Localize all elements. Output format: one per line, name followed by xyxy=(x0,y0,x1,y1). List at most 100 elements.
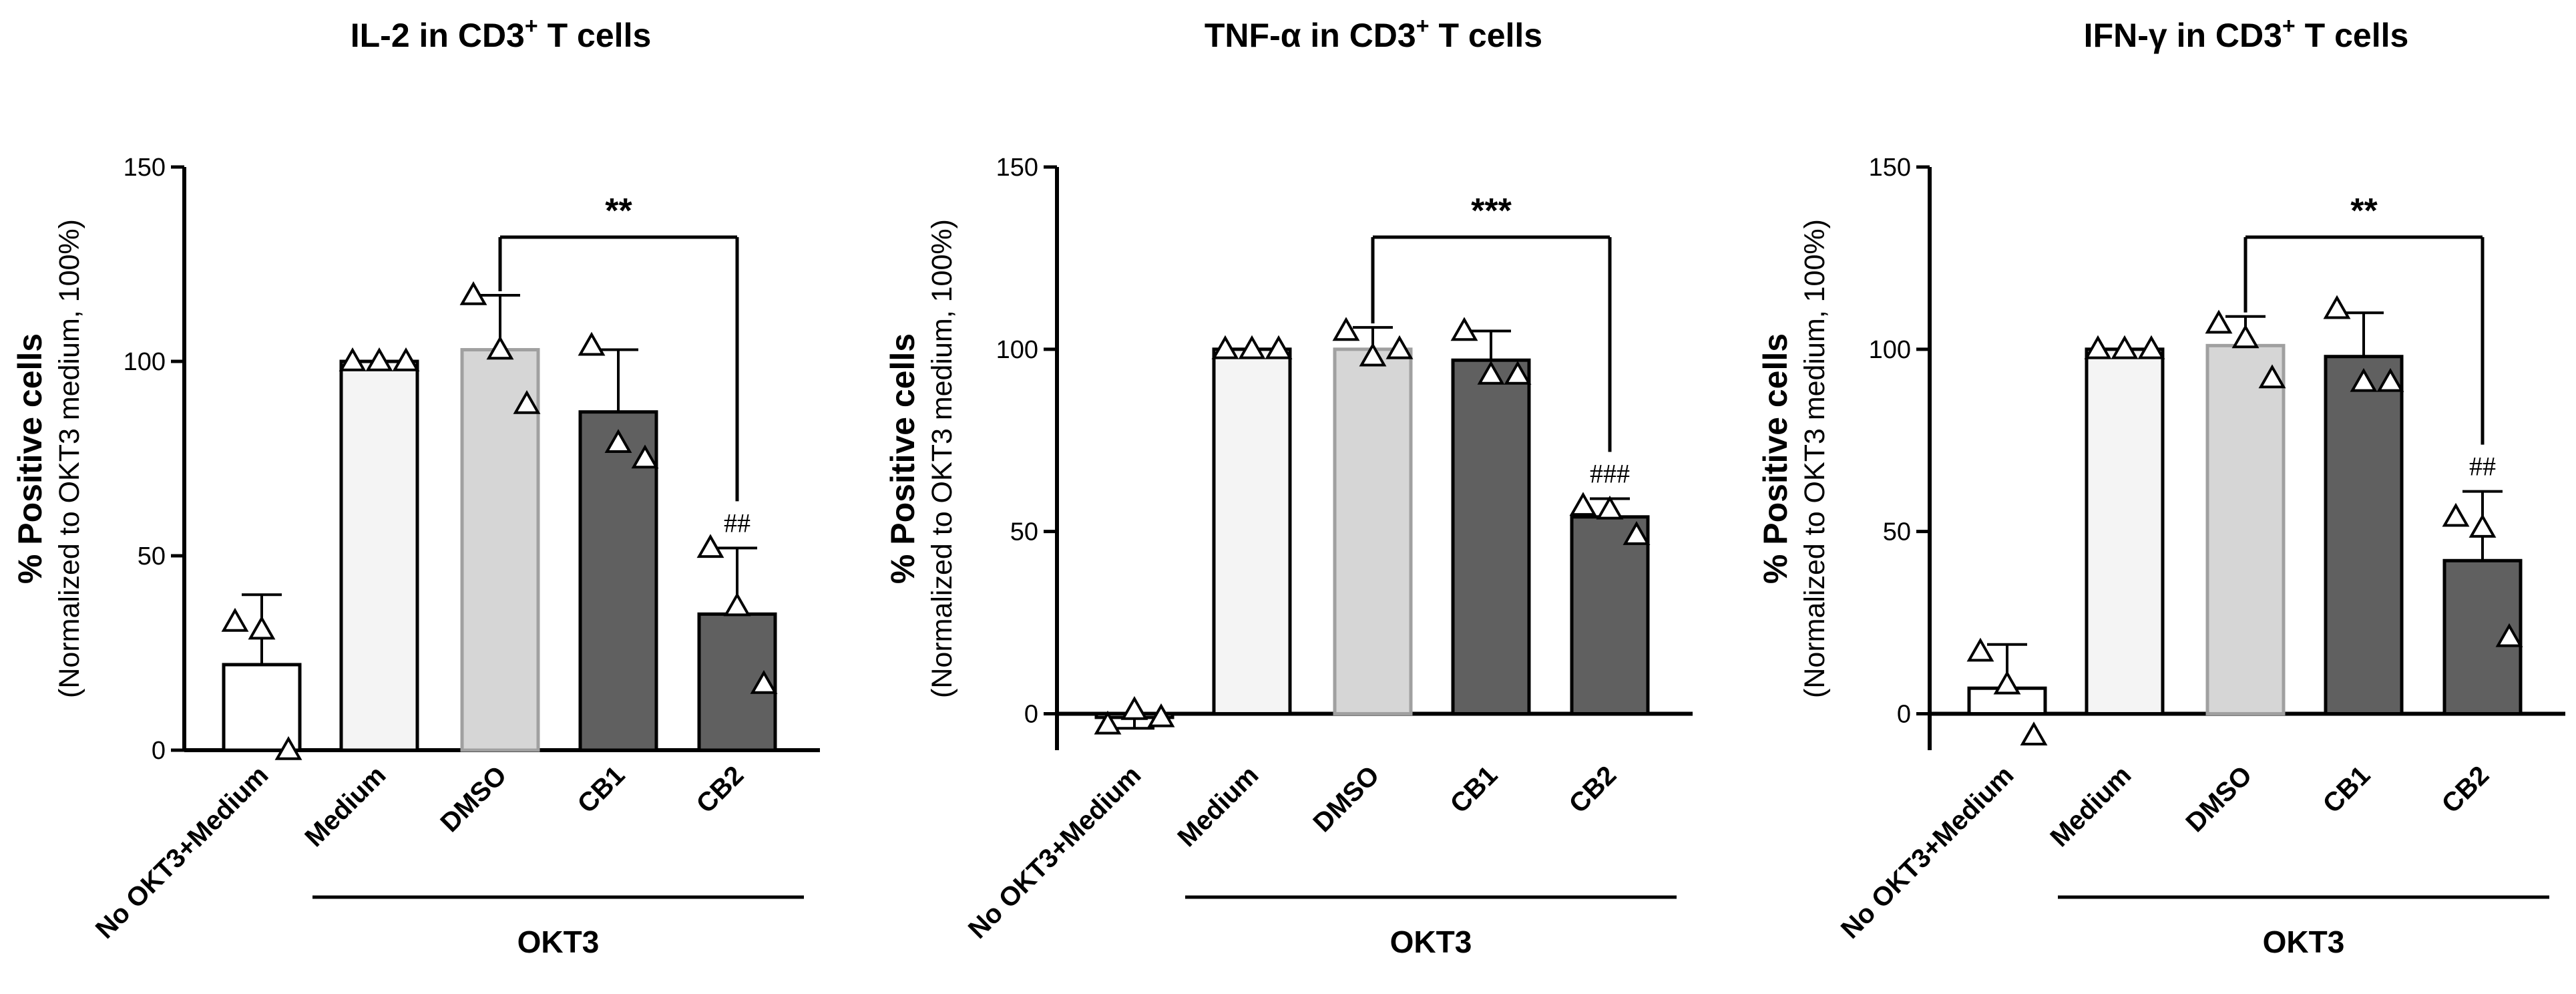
y-tick-label: 100 xyxy=(1869,336,1911,364)
significance-label: *** xyxy=(1471,192,1512,230)
x-category-label: Medium xyxy=(2045,760,2137,852)
x-category-label: CB2 xyxy=(1564,760,1623,819)
y-tick-label: 100 xyxy=(124,348,166,376)
bar-dmso xyxy=(460,348,540,752)
data-point xyxy=(1211,335,1239,359)
x-category-label: Medium xyxy=(1172,760,1264,852)
data-point xyxy=(1569,492,1597,516)
data-point xyxy=(2376,367,2404,392)
data-point xyxy=(1332,317,1360,341)
y-axis-sublabel: (Normalized to OKT3 medium, 100%) xyxy=(926,219,958,698)
data-point xyxy=(1450,317,1478,341)
data-point xyxy=(2084,335,2112,359)
bar-dmso xyxy=(1333,347,1413,715)
x-category-label: No OKT3+Medium xyxy=(90,760,274,944)
x-category-label: Medium xyxy=(299,760,391,852)
x-category-label: DMSO xyxy=(2180,760,2258,838)
y-axis-label: % Positive cells xyxy=(884,333,921,584)
data-point xyxy=(2468,514,2497,538)
data-point xyxy=(2323,295,2351,319)
chart-title: IL-2 in CD3+ T cells xyxy=(351,13,652,54)
y-tick-label: 150 xyxy=(996,154,1038,182)
data-point xyxy=(1147,703,1175,727)
data-point xyxy=(248,615,276,640)
data-point xyxy=(339,347,367,371)
data-point xyxy=(2442,502,2470,527)
y-tick-label: 50 xyxy=(1883,518,1911,546)
chart-title-main: IFN-γ in CD3 xyxy=(2084,17,2282,54)
x-category-label: CB1 xyxy=(2318,760,2376,819)
chart-title-superscript: + xyxy=(2282,13,2296,39)
data-point xyxy=(2258,364,2286,389)
data-point xyxy=(1120,695,1148,720)
data-point xyxy=(2495,623,2523,647)
group-label: OKT3 xyxy=(1390,925,1472,959)
data-point xyxy=(1623,521,1651,545)
chart-title-superscript: + xyxy=(1416,13,1430,39)
bar-medium xyxy=(2085,347,2165,715)
data-point xyxy=(1966,637,1994,662)
group-label: OKT3 xyxy=(2263,925,2345,959)
chart-panel-1: IL-2 in CD3+ T cells % Positive cells (Nor… xyxy=(11,13,820,959)
chart-title-suffix: T cells xyxy=(538,17,652,54)
annotation-label: ### xyxy=(1590,459,1630,489)
data-point xyxy=(2137,335,2165,359)
data-point xyxy=(631,444,659,469)
data-point xyxy=(1238,335,1266,359)
y-axis-label: % Positive cells xyxy=(11,333,49,584)
y-tick-label: 0 xyxy=(152,737,166,765)
data-point xyxy=(2350,367,2378,392)
x-category-label: CB1 xyxy=(572,760,631,819)
data-point xyxy=(513,389,541,414)
chart-title-main: TNF-α in CD3 xyxy=(1205,17,1416,54)
data-point xyxy=(274,735,302,760)
bar-cb2 xyxy=(1570,515,1650,715)
data-point xyxy=(1359,342,1387,367)
data-point xyxy=(2205,309,2233,334)
y-tick-label: 150 xyxy=(124,154,166,182)
data-point xyxy=(723,592,751,617)
chart-title: IFN-γ in CD3+ T cells xyxy=(2084,13,2409,54)
data-point xyxy=(1504,360,1532,385)
bar-cb1 xyxy=(1451,358,1531,715)
y-tick-label: 50 xyxy=(138,542,166,570)
y-tick-label: 0 xyxy=(1897,700,1911,728)
data-point xyxy=(2111,335,2139,359)
data-point xyxy=(750,670,778,694)
data-point xyxy=(221,607,249,632)
y-axis-sublabel: (Normalized to OKT3 medium, 100%) xyxy=(1799,219,1831,698)
data-point xyxy=(578,331,606,356)
y-tick-label: 0 xyxy=(1024,700,1038,728)
data-point xyxy=(1094,710,1122,735)
data-point xyxy=(1596,495,1624,520)
bar-cb2 xyxy=(2442,558,2523,715)
data-point xyxy=(392,347,420,371)
x-category-label: DMSO xyxy=(1307,760,1385,838)
chart-title-main: IL-2 in CD3 xyxy=(351,17,525,54)
chart-panel-2: TNF-α in CD3+ T cells % Positive cells (No… xyxy=(884,13,1693,959)
annotation-label: ## xyxy=(724,508,750,538)
data-point xyxy=(2020,721,2048,746)
chart-title-superscript: + xyxy=(525,13,538,39)
significance-label: ** xyxy=(605,192,632,230)
data-point xyxy=(486,335,514,360)
chart-title-suffix: T cells xyxy=(2296,17,2409,54)
data-point xyxy=(1993,670,2021,695)
y-axis-sublabel: (Normalized to OKT3 medium, 100%) xyxy=(53,219,85,698)
bar-cb1 xyxy=(2324,355,2404,715)
significance-label: ** xyxy=(2350,192,2378,230)
data-point xyxy=(365,347,393,371)
group-label: OKT3 xyxy=(517,925,600,959)
chart-title-suffix: T cells xyxy=(1430,17,1543,54)
bar-medium xyxy=(339,359,419,752)
data-point xyxy=(459,281,487,305)
y-tick-label: 100 xyxy=(996,336,1038,364)
x-category-label: CB2 xyxy=(691,760,750,819)
x-category-label: DMSO xyxy=(435,760,512,838)
x-category-label: No OKT3+Medium xyxy=(963,760,1146,944)
x-category-label: CB1 xyxy=(1445,760,1504,819)
y-axis-label: % Positive cells xyxy=(1757,333,1794,584)
data-point xyxy=(604,429,632,453)
chart-title: TNF-α in CD3+ T cells xyxy=(1205,13,1542,54)
